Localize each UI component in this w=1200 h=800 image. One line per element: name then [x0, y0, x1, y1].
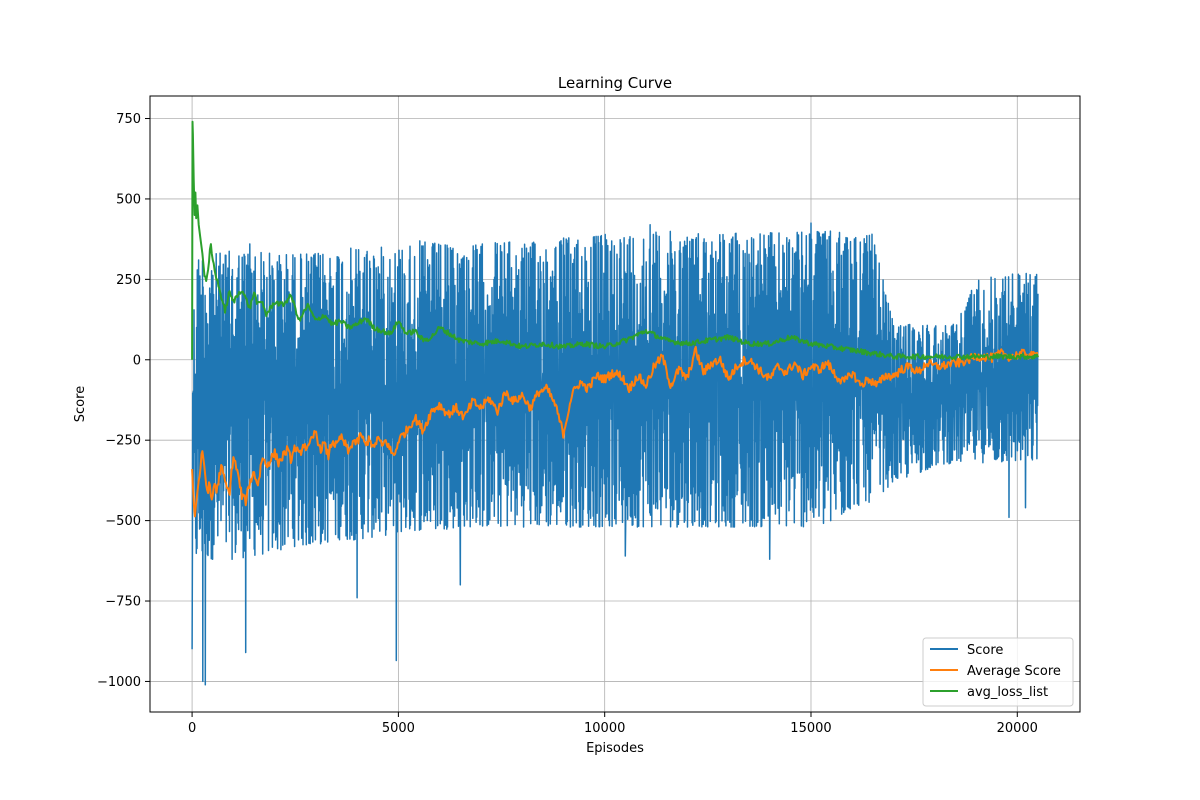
- series-line-score: [191, 222, 1039, 686]
- x-tick-label: 10000: [584, 721, 625, 736]
- legend-label-average-score: Average Score: [967, 664, 1061, 679]
- y-tick-label: 500: [116, 192, 141, 207]
- legend: Score Average Score avg_loss_list: [922, 637, 1074, 707]
- y-tick-label: 750: [116, 112, 141, 127]
- y-tick-label: 0: [133, 353, 141, 368]
- x-axis-label: Episodes: [586, 741, 644, 756]
- legend-label-avg-loss: avg_loss_list: [967, 685, 1048, 700]
- plot-frame: [149, 95, 1081, 713]
- y-tick-label: 250: [116, 273, 141, 288]
- x-tick-label: 15000: [790, 721, 831, 736]
- y-tick-label: −750: [105, 595, 141, 610]
- legend-box: [922, 637, 1074, 707]
- axis-ticks: 0 5000 10000 15000 20000 −1000 −750 −500 −250 0 25…: [97, 112, 1038, 736]
- x-tick-label: 0: [188, 721, 196, 736]
- series-line-average-score: [191, 345, 1039, 518]
- series-layer: [191, 120, 1039, 686]
- x-tick-label: 20000: [997, 721, 1038, 736]
- x-tick-label: 5000: [382, 721, 415, 736]
- y-tick-label: −1000: [97, 675, 141, 690]
- y-tick-label: −250: [105, 434, 141, 449]
- y-axis-label: Score: [73, 386, 88, 422]
- y-tick-label: −500: [105, 514, 141, 529]
- legend-label-score: Score: [967, 643, 1003, 658]
- chart-title: Learning Curve: [558, 74, 672, 92]
- series-line-avg-loss: [191, 120, 1039, 361]
